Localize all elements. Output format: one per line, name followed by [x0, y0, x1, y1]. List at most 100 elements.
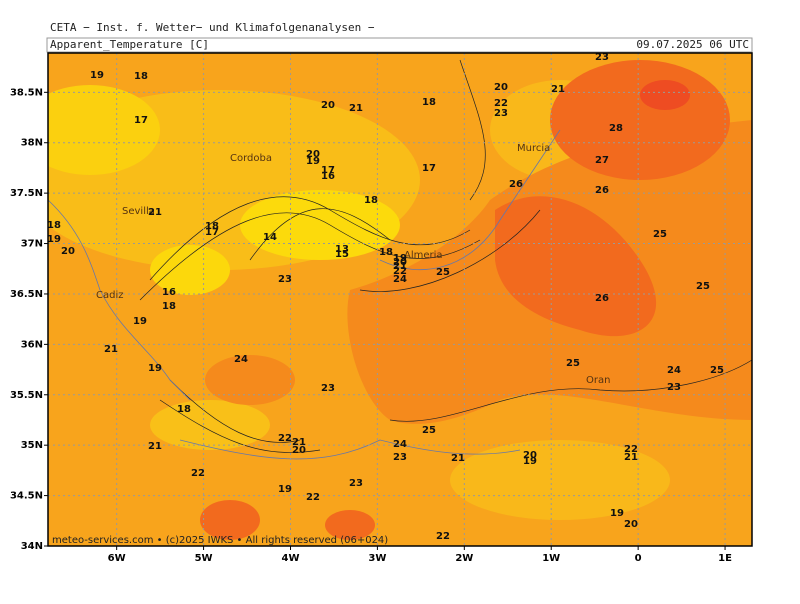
contour-label: 19	[133, 316, 147, 327]
x-tick-label: 0	[635, 553, 642, 564]
city-label: Sevilla	[122, 206, 155, 217]
contour-line	[159, 399, 321, 453]
contour-label: 24	[393, 274, 407, 285]
city-label: Murcia	[517, 143, 550, 154]
contour-label: 22	[191, 468, 205, 479]
y-tick-label: 36.5N	[10, 289, 43, 300]
contour-label: 18	[364, 195, 378, 206]
contour-label: 18	[134, 71, 148, 82]
contour-label: 17	[321, 165, 335, 176]
contour-label: 18	[205, 221, 219, 232]
y-tick-label: 35N	[21, 440, 43, 451]
field-yellow	[150, 245, 230, 295]
contour-label: 19	[278, 484, 292, 495]
contour-label: 19	[610, 508, 624, 519]
contour-label: 23	[278, 274, 292, 285]
y-tick-label: 37.5N	[10, 188, 43, 199]
contour-label: 20	[321, 100, 335, 111]
contour-line	[139, 212, 481, 301]
contour-label: 20	[292, 445, 306, 456]
contour-label: 23	[349, 478, 363, 489]
contour-line	[149, 196, 471, 281]
contour-label: 26	[595, 293, 609, 304]
contour-label: 21	[451, 453, 465, 464]
field-yellow	[48, 85, 160, 175]
field-yellow	[150, 400, 270, 450]
y-tick-label: 38.5N	[10, 87, 43, 98]
coastline	[48, 199, 191, 401]
contour-label: 17	[422, 163, 436, 174]
contour-label: 22	[306, 492, 320, 503]
y-tick-label: 38N	[21, 138, 43, 149]
contour-label: 21	[551, 84, 565, 95]
contour-label: 21	[292, 437, 306, 448]
contour-label: 20	[61, 246, 75, 257]
contour-label: 17	[134, 115, 148, 126]
contour-label: 23	[321, 383, 335, 394]
contour-label: 20	[393, 257, 407, 268]
contour-label: 20	[624, 519, 638, 530]
contour-label: 22	[393, 266, 407, 277]
field-yellow	[450, 440, 670, 520]
contour-label: 19	[523, 456, 537, 467]
x-tick-label: 1W	[542, 553, 560, 564]
contour-label: 20	[494, 82, 508, 93]
contour-label: 26	[595, 185, 609, 196]
contour-label: 28	[609, 123, 623, 134]
field-red	[550, 60, 730, 180]
field-yellow	[240, 190, 400, 260]
y-tick-label: 34N	[21, 541, 43, 552]
contour-label: 19	[393, 253, 407, 264]
variable-title: Apparent_Temperature [C]	[50, 38, 209, 51]
city-label: Almeria	[404, 250, 443, 261]
contour-label: 21	[104, 344, 118, 355]
contour-label: 18	[162, 301, 176, 312]
city-label: Cadiz	[96, 290, 124, 301]
coastline	[179, 439, 521, 460]
contour-label: 27	[595, 155, 609, 166]
contour-label: 18	[47, 220, 61, 231]
contour-label: 23	[494, 108, 508, 119]
contour-label: 16	[321, 171, 335, 182]
contour-label: 19	[306, 156, 320, 167]
graticule	[48, 53, 752, 546]
contour-label: 21	[148, 441, 162, 452]
map-field	[48, 53, 752, 546]
field-orange	[205, 355, 295, 405]
contour-label: 21	[148, 207, 162, 218]
contour-label: 16	[162, 287, 176, 298]
city-label: Cordoba	[230, 153, 272, 164]
y-tick-label: 35.5N	[10, 390, 43, 401]
x-tick-label: 6W	[108, 553, 126, 564]
contour-label: 25	[710, 365, 724, 376]
contour-label: 21	[349, 103, 363, 114]
x-tick-label: 2W	[455, 553, 473, 564]
contour-label: 18	[177, 404, 191, 415]
x-tick-label: 4W	[281, 553, 299, 564]
contour-label: 24	[234, 354, 248, 365]
datetime: 09.07.2025 06 UTC	[636, 38, 749, 51]
contour-label: 25	[653, 229, 667, 240]
x-tick-label: 3W	[368, 553, 386, 564]
contour-label: 23	[667, 382, 681, 393]
contour-label: 20	[523, 450, 537, 461]
contour-label: 13	[335, 244, 349, 255]
contour-label: 23	[393, 452, 407, 463]
field-red	[200, 500, 260, 540]
contour-label: 22	[624, 444, 638, 455]
contour-line	[389, 359, 752, 422]
contour-label: 18	[422, 97, 436, 108]
contour-label: 22	[278, 433, 292, 444]
contour-label: 25	[696, 281, 710, 292]
contour-label: 21	[624, 452, 638, 463]
field-red	[325, 510, 375, 540]
footer: meteo-services.com • (c)2025 IWKS • All …	[52, 535, 388, 546]
contour-label: 25	[566, 358, 580, 369]
contour-label: 21	[393, 261, 407, 272]
contour-label: 25	[436, 267, 450, 278]
contour-label: 15	[335, 249, 349, 260]
contour-label: 19	[90, 70, 104, 81]
map-labels: 6W 5W 4W 3W 2W 1W 0 1E 34N 34.5N 35N 35.5N 36N 36.5N 3…	[10, 52, 732, 564]
title-bar	[46, 37, 753, 53]
field-red	[640, 80, 690, 110]
